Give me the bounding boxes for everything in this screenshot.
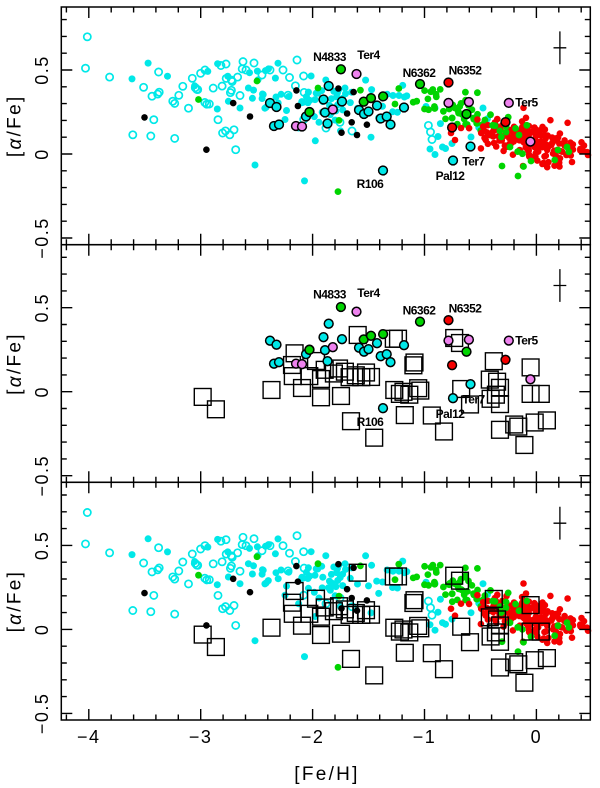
- svg-text:Pal12: Pal12: [436, 407, 466, 421]
- svg-text:N4833: N4833: [313, 50, 347, 64]
- svg-text:Ter7: Ter7: [462, 155, 485, 169]
- svg-text:R106: R106: [357, 415, 385, 429]
- svg-text:−0.5: −0.5: [32, 217, 52, 259]
- svg-text:−4: −4: [77, 727, 101, 747]
- svg-text:Ter4: Ter4: [357, 48, 380, 62]
- svg-text:R106: R106: [357, 177, 385, 191]
- svg-text:−3: −3: [189, 727, 213, 747]
- svg-text:N6362: N6362: [403, 304, 437, 318]
- svg-text:[Fe/H]: [Fe/H]: [294, 764, 360, 785]
- svg-text:Ter5: Ter5: [515, 333, 538, 347]
- svg-text:[α/Fe]: [α/Fe]: [5, 332, 26, 395]
- svg-text:N6352: N6352: [449, 301, 483, 315]
- svg-text:0: 0: [531, 727, 543, 747]
- svg-text:[α/Fe]: [α/Fe]: [5, 570, 26, 633]
- svg-text:−0.5: −0.5: [32, 693, 52, 735]
- svg-text:N6362: N6362: [403, 66, 437, 80]
- svg-text:[α/Fe]: [α/Fe]: [5, 94, 26, 157]
- svg-text:−2: −2: [301, 727, 325, 747]
- svg-text:−1: −1: [413, 727, 437, 747]
- svg-text:0: 0: [32, 624, 52, 636]
- svg-text:0.5: 0.5: [32, 293, 52, 323]
- svg-text:0: 0: [32, 386, 52, 398]
- svg-text:N6352: N6352: [449, 64, 483, 78]
- svg-text:Ter5: Ter5: [515, 96, 538, 110]
- svg-text:Pal12: Pal12: [436, 169, 466, 183]
- svg-text:−0.5: −0.5: [32, 455, 52, 497]
- svg-text:0.5: 0.5: [32, 531, 52, 561]
- svg-text:0: 0: [32, 148, 52, 160]
- svg-text:Ter7: Ter7: [462, 392, 485, 406]
- svg-text:N4833: N4833: [313, 288, 347, 302]
- svg-text:Ter4: Ter4: [357, 286, 380, 300]
- svg-text:0.5: 0.5: [32, 55, 52, 85]
